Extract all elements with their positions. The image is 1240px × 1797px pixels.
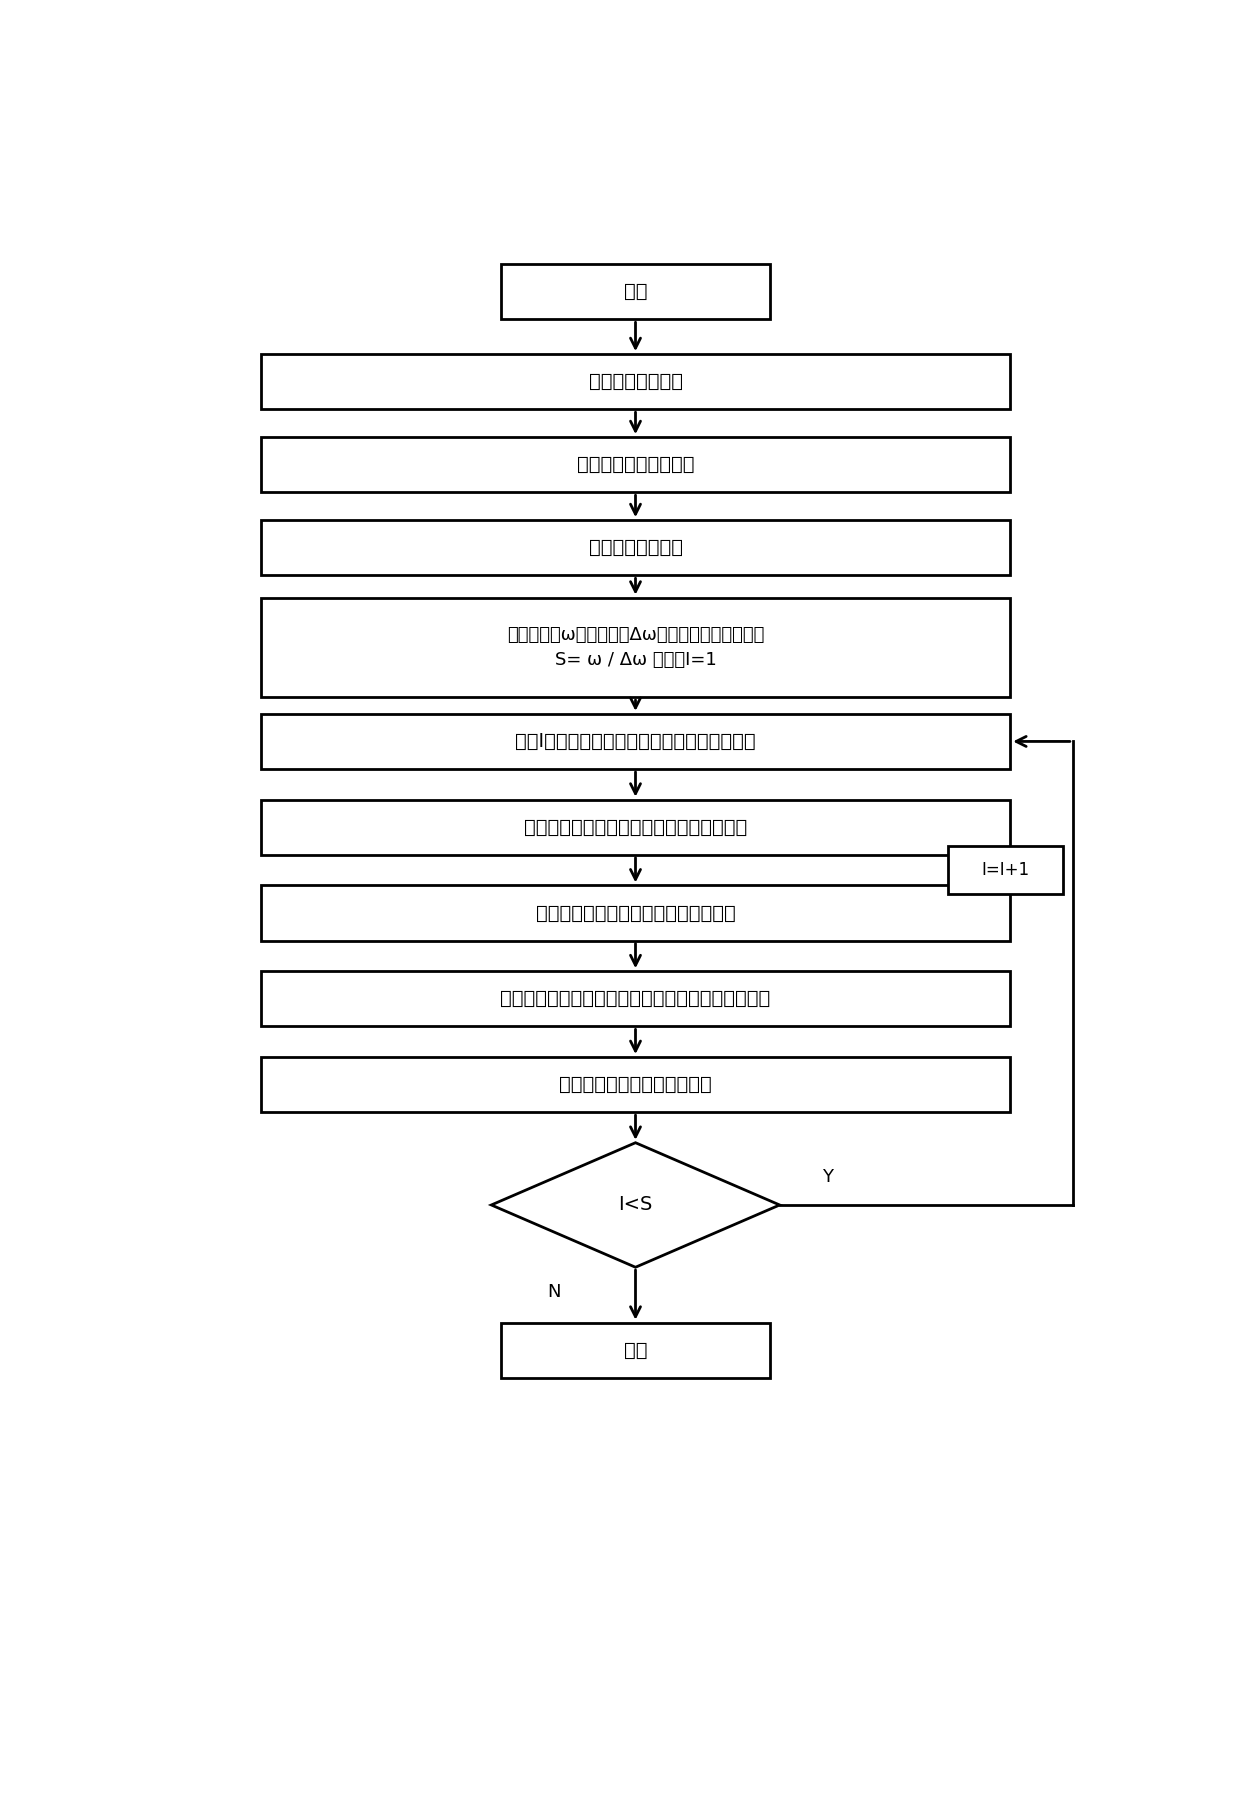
Text: Y: Y [822, 1168, 833, 1186]
Polygon shape [491, 1143, 780, 1267]
Text: 输出马氏体及残余奥氏体等组织形貌的动态演化图形: 输出马氏体及残余奥氏体等组织形貌的动态演化图形 [501, 990, 770, 1008]
Text: 计算马氏体转变分数及残余奥氏体分数: 计算马氏体转变分数及残余奥氏体分数 [536, 904, 735, 922]
Text: 对每个元胞根据长大规则判断马氏体相长大: 对每个元胞根据长大规则判断马氏体相长大 [523, 818, 748, 837]
Bar [501, 264, 770, 320]
Text: 结束: 结束 [624, 1341, 647, 1360]
Bar [501, 1323, 770, 1378]
Text: I<S: I<S [619, 1195, 652, 1215]
Bar [947, 846, 1063, 895]
Bar [260, 970, 1011, 1026]
Text: I=I+1: I=I+1 [981, 861, 1029, 879]
Bar [260, 354, 1011, 410]
Text: 开始: 开始 [624, 282, 647, 302]
Text: 结定元胞初始状态: 结定元胞初始状态 [589, 539, 682, 557]
Text: 生成母相初始组织晶粒: 生成母相初始组织晶粒 [577, 455, 694, 474]
Bar [260, 1057, 1011, 1112]
Bar [260, 713, 1011, 769]
Text: 输入总温降ω、温降增量Δω及冷却速率，计算总步
S= ω / Δω ，初设I=1: 输入总温降ω、温降增量Δω及冷却速率，计算总步 S= ω / Δω ，初设I=1 [507, 625, 764, 668]
Bar [260, 886, 1011, 940]
Bar [260, 598, 1011, 697]
Text: 在第I计算步内对每个元胞判断马氏体形核条件: 在第I计算步内对每个元胞判断马氏体形核条件 [515, 731, 756, 751]
Text: 建立二维元胞空间: 建立二维元胞空间 [589, 372, 682, 392]
Bar [260, 800, 1011, 855]
Text: N: N [547, 1283, 560, 1301]
Bar [260, 519, 1011, 575]
Bar [260, 437, 1011, 492]
Text: 输出马氏体转变体积分数曲线: 输出马氏体转变体积分数曲线 [559, 1075, 712, 1094]
